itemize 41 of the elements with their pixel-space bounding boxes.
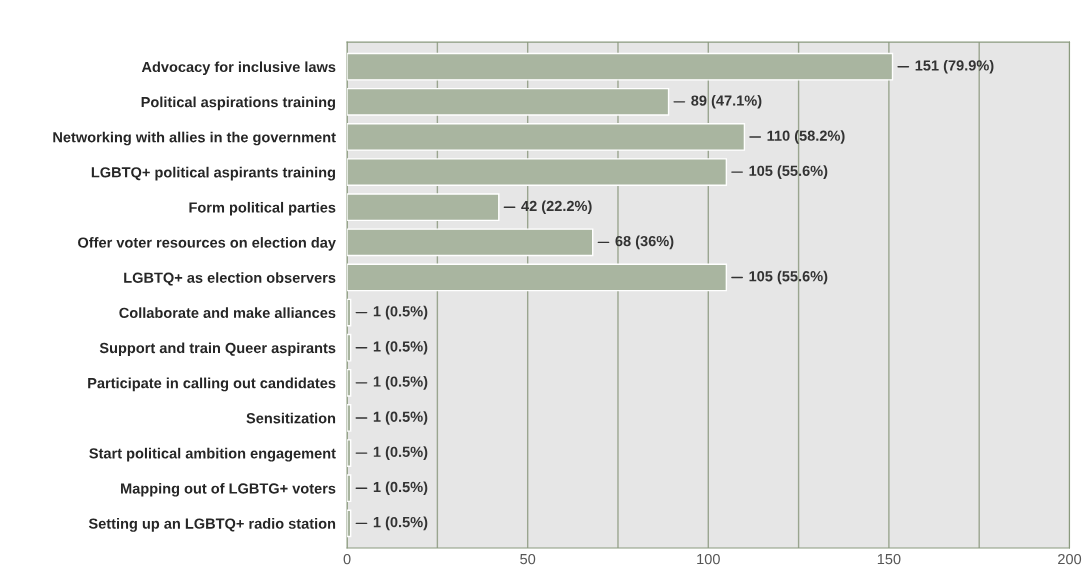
data-label: 151 (79.9%) [915, 59, 994, 74]
y-tick-label: Political aspirations training [141, 96, 335, 111]
bar [347, 158, 728, 186]
data-label: 68 (36%) [615, 235, 674, 250]
data-label: 1 (0.5%) [373, 376, 428, 390]
y-tick-label: Setting up an LGBTQ+ radio station [88, 518, 336, 532]
data-label: 1 (0.5%) [373, 481, 428, 496]
data-label: 105 (55.6%) [749, 165, 828, 179]
y-tick-label: Support and train Queer aspirants [99, 342, 336, 357]
y-tick-label: Form political parties [189, 201, 336, 216]
y-tick-label: Networking with allies in the government [53, 131, 336, 146]
y-tick-label: LGBTQ+ as election observers [124, 272, 336, 286]
bar [347, 123, 746, 151]
x-tick-label: 100 [697, 553, 720, 565]
data-label: 1 (0.5%) [373, 411, 428, 425]
bar [347, 228, 594, 257]
bar [347, 52, 894, 81]
data-label: 42 (22.2%) [521, 200, 592, 214]
y-tick-label: Participate in calling out candidates [88, 377, 336, 392]
data-label: 110 (58.2%) [767, 130, 845, 144]
bar [347, 298, 352, 327]
x-tick-label: 50 [520, 553, 536, 565]
data-label: 1 (0.5%) [373, 446, 428, 460]
y-tick-label: Advocacy for inclusive laws [141, 61, 336, 76]
data-label: 89 (47.1%) [691, 95, 762, 109]
data-label: 1 (0.5%) [373, 340, 428, 355]
y-tick-label: LGBTQ+ political aspirants training [91, 166, 335, 181]
y-tick-label: Mapping out of LGBTG+ voters [121, 482, 336, 497]
data-label: 1 (0.5%) [373, 516, 428, 531]
x-tick-label: 200 [1058, 553, 1082, 565]
data-label: 1 (0.5%) [373, 305, 428, 320]
bar [347, 87, 670, 116]
data-label: 105 (55.6%) [749, 270, 828, 285]
y-tick-label: Offer voter resources on election day [78, 237, 336, 251]
y-tick-label: Sensitization [246, 412, 336, 424]
y-tick-label: Start political ambition engagement [89, 447, 336, 462]
x-tick-label: 0 [343, 553, 351, 565]
bar [347, 193, 500, 222]
x-tick-label: 150 [877, 553, 901, 565]
bar [347, 263, 728, 292]
y-tick-label: Collaborate and make alliances [119, 307, 336, 319]
